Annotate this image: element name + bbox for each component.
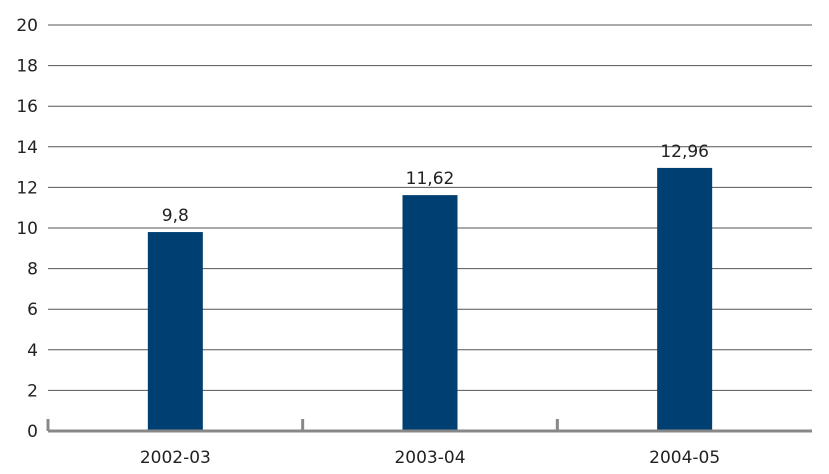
y-axis-tick-labels: 0 2 4 6 8 10 12 14 16 18 20 <box>16 16 38 442</box>
data-labels: 9,8 11,62 12,96 <box>162 142 709 226</box>
y-tick-label: 14 <box>16 138 38 158</box>
y-tick-label: 4 <box>27 341 38 361</box>
x-axis <box>46 419 812 433</box>
y-tick-label: 8 <box>27 260 38 280</box>
y-tick-label: 16 <box>16 97 38 117</box>
y-tick-label: 0 <box>27 422 38 442</box>
bar <box>657 167 713 432</box>
y-tick-label: 2 <box>27 381 38 401</box>
data-label: 12,96 <box>660 142 709 162</box>
data-label: 9,8 <box>162 206 189 226</box>
bars <box>147 167 713 432</box>
y-tick-label: 6 <box>27 300 38 320</box>
x-tick-label: 2002-03 <box>140 448 211 468</box>
x-tick-label: 2004-05 <box>649 448 720 468</box>
y-tick-label: 10 <box>16 219 38 239</box>
x-tick-label: 2003-04 <box>394 448 465 468</box>
bar <box>402 195 458 431</box>
x-axis-tick-labels: 2002-03 2003-04 2004-05 <box>140 448 720 468</box>
y-tick-label: 20 <box>16 16 38 36</box>
data-label: 11,62 <box>406 169 455 189</box>
bar <box>147 232 203 431</box>
y-tick-label: 18 <box>16 57 38 77</box>
y-tick-label: 12 <box>16 178 38 198</box>
